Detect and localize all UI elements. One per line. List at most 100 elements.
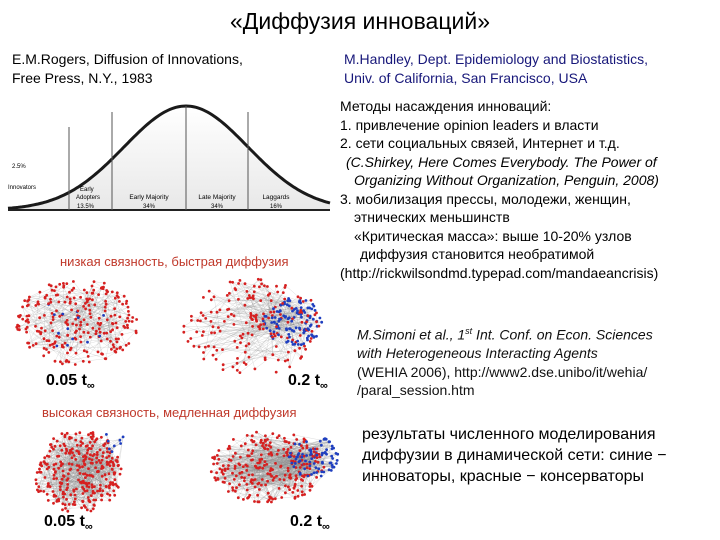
network-node <box>52 447 55 451</box>
network-node <box>305 466 309 470</box>
simoni-line[interactable]: (WEHIA 2006), http://www2.dse.unibo/it/w… <box>357 363 648 380</box>
network-node <box>202 351 205 354</box>
network-node <box>16 328 20 331</box>
early-adopters-label: Early <box>80 187 94 193</box>
network-node <box>79 444 83 447</box>
network-node <box>308 482 312 486</box>
network-edge <box>69 469 89 484</box>
network-edge <box>82 443 105 446</box>
network-node <box>320 453 324 457</box>
network-edge <box>93 281 105 284</box>
simoni-line[interactable]: /paral_session.htm <box>357 382 475 399</box>
network-edge <box>262 445 271 448</box>
network-edge <box>107 291 111 342</box>
network-node <box>238 471 242 475</box>
network-edge <box>28 310 78 344</box>
network-node <box>84 444 88 448</box>
network-node <box>85 451 89 455</box>
network-node <box>283 436 286 440</box>
network-edge <box>73 281 87 299</box>
network-node <box>66 486 69 490</box>
network-node <box>299 296 302 300</box>
network-node <box>236 357 239 360</box>
early-adopters-label: Adopters <box>76 195 100 201</box>
network-node <box>101 489 105 493</box>
network-node <box>215 348 219 352</box>
network-node <box>117 337 120 341</box>
network-node <box>250 452 254 455</box>
critical-mass-link[interactable]: (http://rickwilsondmd.typepad.com/mandae… <box>340 264 659 281</box>
network-node <box>288 335 291 339</box>
handley-reference-line: Univ. of California, San Francisco, USA <box>344 70 588 86</box>
network-node <box>312 471 316 475</box>
methods-heading: Методы насаждения инноваций: <box>340 98 552 114</box>
network-node <box>85 482 89 486</box>
network-node <box>82 459 86 462</box>
network-node <box>215 310 219 314</box>
network-node <box>221 480 225 484</box>
network-node <box>74 351 78 355</box>
network-node <box>77 450 80 453</box>
network-node <box>250 333 254 337</box>
network-node <box>272 476 276 480</box>
network-node <box>245 434 249 437</box>
network-edge <box>88 323 114 333</box>
network-node <box>85 489 89 493</box>
network-node <box>75 487 78 491</box>
network-node <box>217 326 220 329</box>
network-node <box>127 313 131 317</box>
network-edge <box>289 441 330 476</box>
network-edge <box>64 493 83 502</box>
network-node <box>43 329 47 333</box>
network-node <box>264 439 267 443</box>
network-node <box>104 357 108 361</box>
network-node <box>266 472 270 476</box>
network-edge <box>27 319 103 355</box>
network-node <box>105 318 109 322</box>
network-node <box>109 314 113 318</box>
network-node <box>291 309 294 313</box>
network-edge <box>304 464 308 495</box>
network-edge <box>76 450 109 465</box>
network-node <box>103 305 107 309</box>
network-node <box>95 461 98 464</box>
network-edge <box>105 351 116 359</box>
network-node <box>325 448 328 452</box>
network-node <box>95 453 99 457</box>
network-node <box>111 322 115 326</box>
network-node <box>267 452 271 456</box>
network-node <box>67 360 71 364</box>
network-node <box>74 302 78 306</box>
network-node <box>231 455 235 458</box>
network-node <box>268 472 272 476</box>
network-node <box>279 335 283 339</box>
network-node <box>47 351 51 354</box>
network-node <box>285 451 288 455</box>
network-node <box>253 485 257 489</box>
network-node <box>259 441 263 444</box>
network-node <box>292 465 296 468</box>
network-node <box>317 324 321 328</box>
bottom-network-caption: высокая связность, медленная диффузия <box>42 405 297 420</box>
network-node <box>315 320 318 324</box>
network-node <box>27 320 30 324</box>
network-node <box>195 330 199 334</box>
network-node <box>38 467 41 471</box>
network-node <box>305 444 309 447</box>
network-node <box>330 444 334 448</box>
network-node <box>294 474 298 478</box>
network-node <box>58 485 62 488</box>
network-node <box>81 486 84 489</box>
network-edge <box>217 455 335 468</box>
network-edge <box>59 290 73 317</box>
network-node <box>290 461 294 465</box>
network-node <box>96 469 100 473</box>
network-node <box>274 462 277 465</box>
network-node <box>260 282 263 286</box>
network-node <box>100 458 104 462</box>
network-node <box>245 469 249 472</box>
network-node <box>275 436 279 439</box>
network-edge <box>212 444 300 458</box>
network-edge <box>70 298 90 349</box>
network-node <box>281 291 285 294</box>
